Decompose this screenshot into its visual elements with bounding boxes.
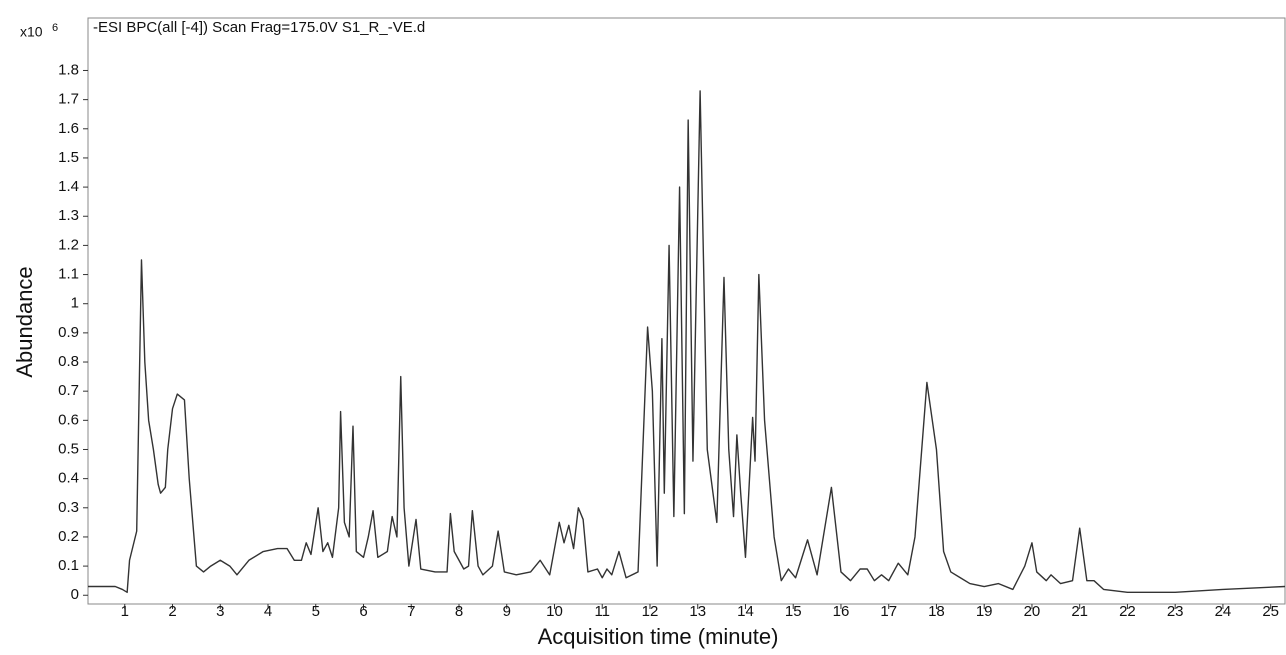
- x-tick-label: 15: [785, 603, 802, 620]
- x-tick-label: 17: [880, 603, 897, 620]
- y-tick-label: 0.8: [58, 353, 79, 370]
- y-tick-label: 1: [71, 295, 79, 312]
- y-tick-label: 0: [71, 586, 79, 603]
- y-tick-label: 0.3: [58, 499, 79, 516]
- y-tick-label: 1.2: [58, 236, 79, 253]
- y-tick-label: 0.2: [58, 528, 79, 545]
- y-tick-label: 0.4: [58, 470, 79, 487]
- x-tick-label: 24: [1215, 603, 1232, 620]
- y-tick-label: 1.4: [58, 178, 79, 195]
- x-tick-label: 16: [833, 603, 850, 620]
- x-tick-label: 8: [455, 603, 463, 620]
- x-tick-label: 6: [359, 603, 367, 620]
- y-tick-label: 0.1: [58, 557, 79, 574]
- y-tick-label: 0.9: [58, 324, 79, 341]
- y-tick-label: 1.6: [58, 120, 79, 137]
- x-tick-label: 2: [168, 603, 176, 620]
- x-tick-label: 25: [1262, 603, 1279, 620]
- x-tick-label: 18: [928, 603, 945, 620]
- x-tick-label: 1: [121, 603, 129, 620]
- x-tick-label: 11: [594, 603, 610, 620]
- x-tick-label: 4: [264, 603, 272, 620]
- x-tick-label: 10: [546, 603, 563, 620]
- y-tick-label: 0.5: [58, 440, 79, 457]
- x-tick-label: 20: [1024, 603, 1041, 620]
- x-tick-label: 13: [689, 603, 706, 620]
- y-tick-label: 1.3: [58, 207, 79, 224]
- y-axis-title: Abundance: [12, 266, 37, 377]
- y-tick-label: 1.8: [58, 61, 79, 78]
- x-tick-label: 21: [1071, 603, 1088, 620]
- y-tick-label: 1.7: [58, 91, 79, 108]
- y-tick-label: 1.1: [58, 266, 79, 283]
- y-tick-label: 0.7: [58, 382, 79, 399]
- x-tick-label: 12: [642, 603, 659, 620]
- x-tick-label: 23: [1167, 603, 1184, 620]
- y-tick-label: 1.5: [58, 149, 79, 166]
- x-axis-title: Acquisition time (minute): [538, 624, 779, 649]
- x-tick-label: 7: [407, 603, 415, 620]
- x-tick-label: 9: [503, 603, 511, 620]
- y-tick-label: 0.6: [58, 411, 79, 428]
- x-tick-label: 5: [312, 603, 320, 620]
- x-tick-label: 3: [216, 603, 224, 620]
- y-multiplier: x10: [20, 24, 43, 40]
- x-tick-label: 22: [1119, 603, 1136, 620]
- plot-frame: [87, 17, 1286, 605]
- chart-title: -ESI BPC(all [-4]) Scan Frag=175.0V S1_R…: [93, 19, 425, 36]
- x-tick-label: 14: [737, 603, 754, 620]
- data-line: [88, 90, 1286, 594]
- x-tick-label: 19: [976, 603, 993, 620]
- y-multiplier-exponent: 6: [52, 22, 58, 34]
